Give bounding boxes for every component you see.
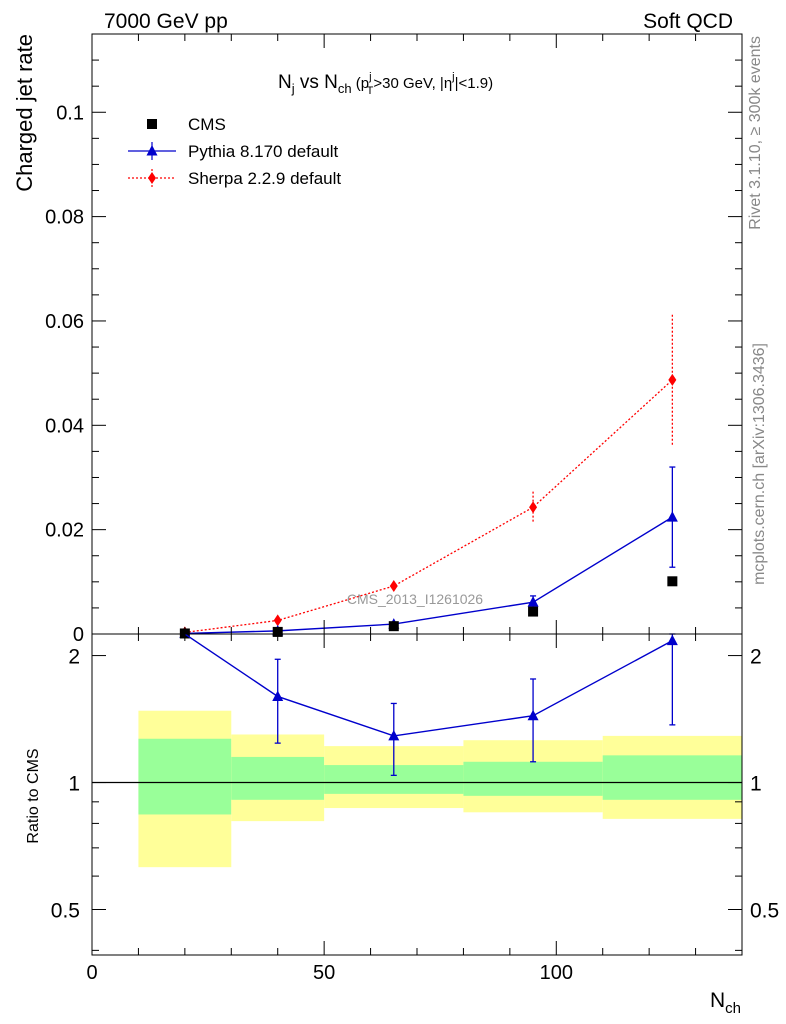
x-tick-label: 0 <box>86 962 97 984</box>
data-point-triangle <box>666 634 678 646</box>
data-point-diamond <box>389 580 398 592</box>
analysis-watermark: CMS_2013_I1261026 <box>347 591 483 607</box>
header-left-label: 7000 GeV pp <box>104 10 228 33</box>
data-point-diamond <box>529 501 538 514</box>
x-axis-label-sub: ch <box>725 1000 741 1017</box>
axes: 00.020.040.060.080.10.5 0.51 12 20 50 100 <box>45 33 779 984</box>
ratio-band-inner <box>463 761 603 796</box>
title-cut-sub: T <box>367 85 374 97</box>
data-point-triangle <box>146 145 158 156</box>
x-axis-label: Nch <box>710 989 741 1017</box>
data-point-square <box>147 119 157 129</box>
data-point-diamond <box>668 373 677 386</box>
data-point-diamond <box>148 172 156 184</box>
data-point-triangle <box>272 690 284 701</box>
ratio-y-tick-label: 1 <box>68 773 80 796</box>
ratio-y-tick-label-right: 2 <box>750 646 762 669</box>
ratio-y-tick-label-right: 0.5 <box>750 899 779 922</box>
x-tick-label: 50 <box>313 962 335 984</box>
series-line <box>184 516 673 635</box>
legend-label: Pythia 8.170 default <box>188 142 339 161</box>
data-point-triangle <box>388 729 400 741</box>
ratio-series-line <box>184 633 673 737</box>
series-line <box>184 379 673 634</box>
data-point-square <box>528 606 539 617</box>
header-right-label: Soft QCD <box>643 10 733 33</box>
y-tick-label: 0 <box>73 624 84 646</box>
ratio-band-inner <box>231 756 325 800</box>
ratio-uncertainty-bands <box>92 710 742 868</box>
data-point-diamond <box>273 614 282 627</box>
title-vs: vs N <box>295 72 338 93</box>
legend-label: Sherpa 2.2.9 default <box>188 169 341 188</box>
main-panel <box>179 314 678 639</box>
title-cut-open: (p <box>352 75 370 92</box>
title-nj: N <box>278 72 292 93</box>
ratio-y-tick-label: 2 <box>68 646 80 669</box>
y-tick-label: 0.02 <box>45 520 84 542</box>
data-point-triangle <box>666 511 678 522</box>
data-point-triangle <box>527 709 539 721</box>
y-tick-label: 0.1 <box>56 102 84 124</box>
title-cut-mid: >30 GeV, |η <box>373 75 452 92</box>
data-point-triangle <box>527 596 539 607</box>
title-nj-sub: j <box>291 81 295 96</box>
title-cut-sup: j <box>368 71 371 83</box>
legend-label: CMS <box>188 115 226 134</box>
ratio-y-tick-label: 0.5 <box>51 899 80 922</box>
y-tick-label: 0.06 <box>45 311 84 333</box>
data-point-square <box>388 621 399 632</box>
ratio-panel <box>184 633 678 776</box>
data-point-square <box>667 576 678 587</box>
mcplots-reference-label: mcplots.cern.ch [arXiv:1306.3436] <box>751 343 768 585</box>
title-cut-sup2: j <box>451 71 454 83</box>
title-nch-sub: ch <box>338 81 352 96</box>
y-tick-label: 0.04 <box>45 415 84 437</box>
y-tick-label: 0.08 <box>45 207 84 229</box>
plot-title: Nj vs Nch (pj T>30 GeV, |ηj|<1.9) <box>278 71 493 97</box>
x-tick-label: 100 <box>540 962 573 984</box>
title-cut-close: |<1.9) <box>455 75 494 92</box>
legend: CMS Pythia 8.170 default Sherpa 2.2.9 defa… <box>128 115 341 188</box>
rivet-version-label: Rivet 3.1.10, ≥ 300k events <box>747 36 764 230</box>
x-axis-label-main: N <box>710 989 725 1012</box>
main-y-axis-label: Charged jet rate <box>12 34 37 192</box>
ratio-band-inner <box>138 738 232 815</box>
ratio-y-tick-label-right: 1 <box>750 773 762 796</box>
ratio-y-axis-label: Ratio to CMS <box>25 748 42 843</box>
ratio-band-inner <box>602 755 742 800</box>
